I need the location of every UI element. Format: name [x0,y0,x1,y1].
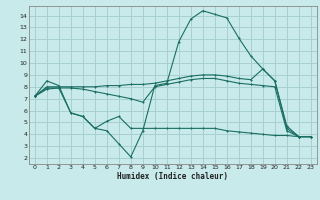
X-axis label: Humidex (Indice chaleur): Humidex (Indice chaleur) [117,172,228,181]
